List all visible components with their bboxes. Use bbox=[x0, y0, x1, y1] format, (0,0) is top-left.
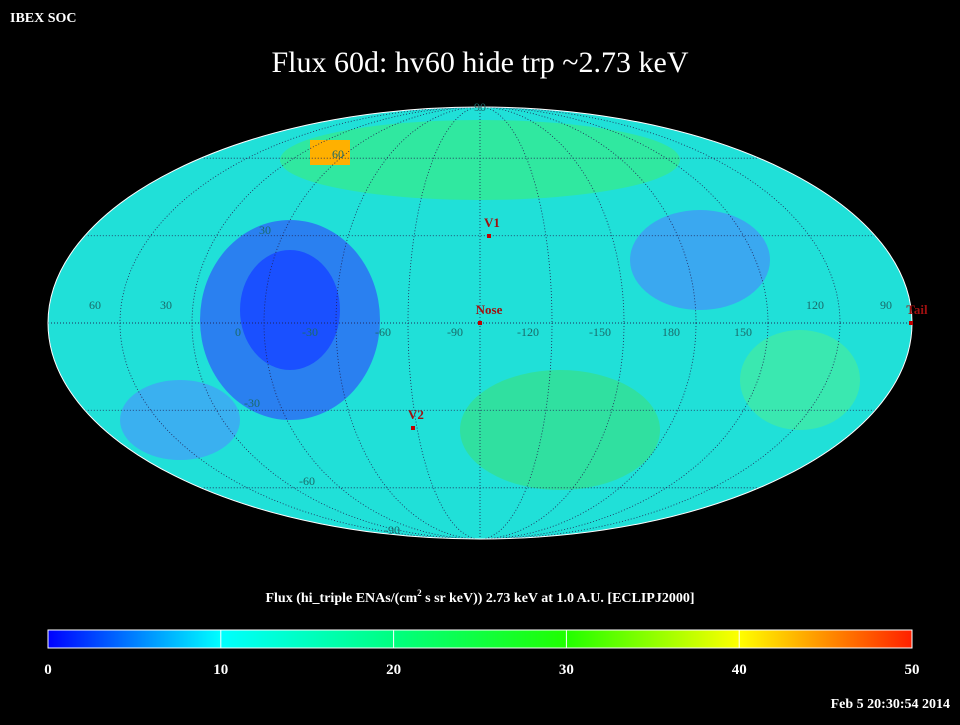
lon-label: -120 bbox=[517, 325, 539, 339]
colorbar-tick-label: 40 bbox=[732, 662, 747, 678]
lon-label: 90 bbox=[880, 298, 892, 312]
colorbar-title-start: Flux (hi_triple ENAs/(cm bbox=[265, 591, 417, 606]
lat-label: -60 bbox=[299, 474, 315, 488]
lon-label: -150 bbox=[589, 325, 611, 339]
source: IBEX SOC bbox=[10, 11, 77, 26]
timestamp: Feb 5 20:30:54 2014 bbox=[831, 697, 950, 712]
lon-label: 0 bbox=[235, 325, 241, 339]
sky-map bbox=[48, 107, 912, 539]
lon-label: -90 bbox=[447, 325, 463, 339]
colorbar-tick-label: 20 bbox=[386, 662, 401, 678]
lon-label: 180 bbox=[662, 325, 680, 339]
colorbar bbox=[47, 629, 913, 649]
marker-label: V1 bbox=[484, 215, 500, 230]
colorbar-title-sup: 2 bbox=[417, 588, 422, 598]
lat-label: -30 bbox=[244, 396, 260, 410]
lon-label: 30 bbox=[160, 298, 172, 312]
lat-label: 60 bbox=[332, 147, 344, 161]
lon-label: -30 bbox=[302, 325, 318, 339]
colorbar-title-end: s sr keV)) 2.73 keV at 1.0 A.U. [ECLIPJ2… bbox=[422, 591, 695, 606]
colorbar-tick-label: 50 bbox=[905, 662, 920, 678]
colorbar-title: Flux (hi_triple ENAs/(cm2 s sr keV)) 2.7… bbox=[265, 588, 694, 606]
marker-label: V2 bbox=[408, 407, 424, 422]
marker-label: Tail bbox=[906, 302, 928, 317]
lon-label: 60 bbox=[89, 298, 101, 312]
colorbar-tick-label: 0 bbox=[44, 662, 52, 678]
lon-label: 150 bbox=[734, 325, 752, 339]
lat-label: -90 bbox=[384, 523, 400, 537]
lon-label: 120 bbox=[806, 298, 824, 312]
colorbar-tick-label: 30 bbox=[559, 662, 574, 678]
lat-label: 30 bbox=[259, 223, 271, 237]
title: Flux 60d: hv60 hide trp ~2.73 keV bbox=[271, 46, 688, 79]
lon-label: -60 bbox=[375, 325, 391, 339]
marker-label: Nose bbox=[476, 302, 503, 317]
lat-label: 90 bbox=[474, 100, 486, 114]
colorbar-tick-label: 10 bbox=[213, 662, 228, 678]
